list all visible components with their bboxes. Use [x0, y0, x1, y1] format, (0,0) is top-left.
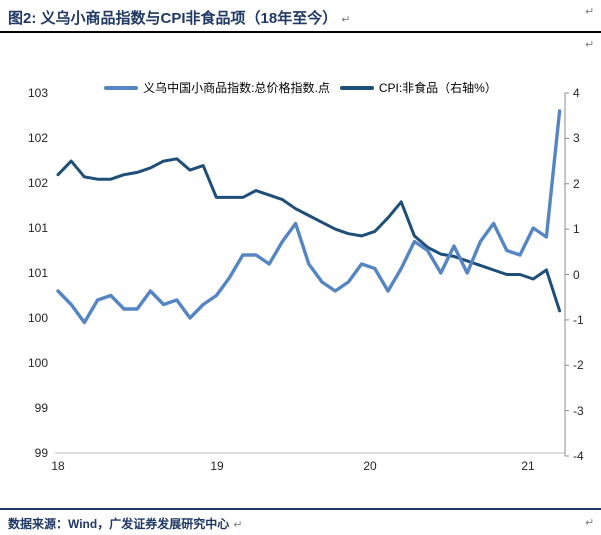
legend-swatch-icon — [339, 85, 374, 90]
right-axis-tick-label: -1 — [573, 312, 584, 327]
legend-label: CPI:非食品（右轴%） — [378, 81, 497, 95]
right-axis-tick-label: -2 — [573, 358, 584, 373]
data-source-text: 数据来源：Wind，广发证券发展研究中心 — [8, 517, 230, 531]
data-source-note: 数据来源：Wind，广发证券发展研究中心 ↵ — [8, 515, 242, 532]
left-axis-tick-label: 101 — [27, 266, 48, 280]
x-axis-tick-label: 18 — [51, 459, 65, 473]
right-axis-tick-label: 1 — [573, 222, 580, 237]
legend-item-cpi-nonfood: CPI:非食品（右轴%） — [339, 79, 497, 96]
figure-title: 图2: 义乌小商品指数与CPI非食品项（18年至今） ↵ — [8, 7, 350, 28]
chart-legend: 义乌中国小商品指数:总价格指数.点 CPI:非食品（右轴%） — [0, 79, 601, 96]
return-mark-icon: ↵ — [341, 14, 351, 26]
left-axis-tick-label: 102 — [27, 176, 48, 190]
left-axis-tick-label: 103 — [27, 86, 48, 100]
legend-item-yiwu-index: 义乌中国小商品指数:总价格指数.点 — [104, 79, 330, 96]
right-axis-tick-label: 3 — [573, 131, 580, 146]
left-axis-tick-label: 101 — [27, 221, 48, 235]
x-axis-tick-label: 21 — [521, 459, 535, 473]
title-divider — [0, 31, 601, 33]
x-axis-tick-label: 20 — [363, 459, 377, 473]
legend-label: 义乌中国小商品指数:总价格指数.点 — [143, 81, 330, 95]
right-axis-tick-label: 2 — [573, 176, 580, 191]
left-axis-tick-label: 100 — [27, 311, 48, 325]
series-line-yiwu-index — [56, 109, 562, 325]
return-mark-icon: ↵ — [233, 519, 243, 531]
left-axis-tick-label: 99 — [34, 446, 48, 460]
figure-title-text: 图2: 义乌小商品指数与CPI非食品项（18年至今） — [8, 10, 338, 27]
series-line-cpi-nonfood — [56, 157, 562, 313]
right-axis-tick-label: 4 — [573, 86, 580, 100]
legend-swatch-icon — [104, 85, 139, 90]
left-axis-tick-label: 102 — [27, 131, 48, 145]
right-axis-tick-label: 0 — [573, 267, 580, 282]
footer-divider — [0, 508, 601, 510]
left-axis-tick-label: 99 — [34, 401, 48, 415]
return-mark-icon: ↵ — [585, 6, 595, 18]
return-mark-icon: ↵ — [585, 39, 595, 51]
right-axis-tick-label: -3 — [573, 403, 584, 418]
right-axis-tick-label: -4 — [573, 449, 584, 463]
return-mark-icon: ↵ — [585, 517, 595, 529]
x-axis-tick-label: 19 — [210, 459, 224, 473]
left-axis-tick-label: 100 — [27, 356, 48, 370]
